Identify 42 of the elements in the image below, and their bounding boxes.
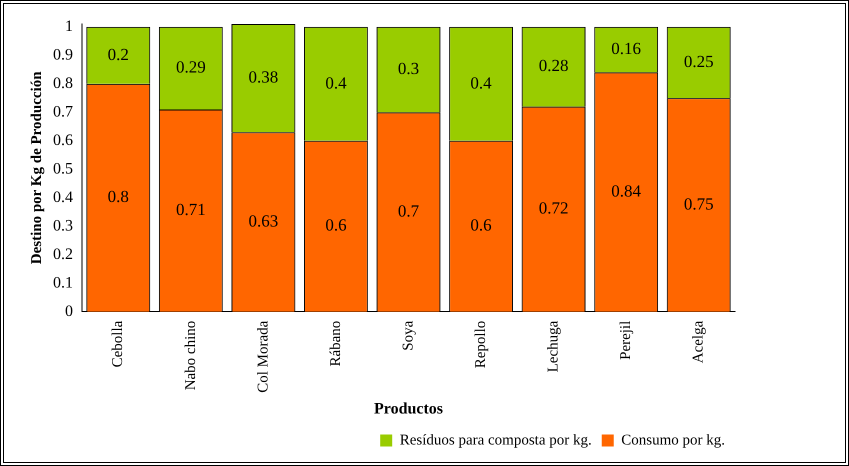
x-tick-label: Rábano xyxy=(328,320,344,367)
x-tick-label: Col Morada xyxy=(255,320,272,393)
y-tick-label: 0.3 xyxy=(53,217,73,234)
data-label: 0.2 xyxy=(108,44,129,64)
legend-label: Resíduos para composta por kg. xyxy=(400,432,592,448)
data-label: 0.71 xyxy=(176,200,206,220)
y-tick-label: 0.5 xyxy=(53,160,73,178)
y-tick-label: 0.2 xyxy=(53,246,73,263)
y-tick-label: 0.8 xyxy=(53,75,73,92)
data-label: 0.16 xyxy=(611,39,642,58)
legend-label: Consumo por kg. xyxy=(621,432,726,448)
y-tick-label: 0.9 xyxy=(53,46,73,64)
data-label: 0.4 xyxy=(470,73,492,92)
y-tick-label: 0.4 xyxy=(53,188,73,206)
x-axis-title: Productos xyxy=(374,400,444,418)
x-tick-label: Perejil xyxy=(618,320,634,360)
y-tick-label: 0.1 xyxy=(53,274,73,292)
x-tick-label: Cebolla xyxy=(110,320,126,368)
data-label: 0.29 xyxy=(176,58,206,77)
data-label: 0.4 xyxy=(325,73,348,92)
y-tick-label: 0 xyxy=(65,302,73,320)
x-tick-label: Lechuga xyxy=(546,320,562,372)
data-label: 0.38 xyxy=(248,68,278,87)
x-tick-label: Nabo chino xyxy=(182,320,199,390)
y-tick-label: 1 xyxy=(65,18,73,36)
y-axis-title: Destino por Kg de Producción xyxy=(28,70,45,264)
x-tick-label: Soya xyxy=(400,320,416,351)
data-label: 0.28 xyxy=(538,56,568,76)
data-label: 0.84 xyxy=(611,182,642,201)
data-label: 0.6 xyxy=(325,216,347,235)
y-tick-label: 0.7 xyxy=(53,104,73,121)
data-label: 0.6 xyxy=(470,216,492,235)
data-label: 0.7 xyxy=(398,201,420,220)
data-label: 0.75 xyxy=(684,194,714,214)
data-label: 0.8 xyxy=(108,187,129,206)
y-tick-label: 0.6 xyxy=(53,132,73,150)
data-label: 0.72 xyxy=(538,198,568,218)
data-label: 0.63 xyxy=(248,211,278,230)
x-tick-label: Acelga xyxy=(690,320,707,364)
data-label: 0.25 xyxy=(684,52,714,71)
x-tick-label: Repollo xyxy=(472,320,489,368)
data-label: 0.3 xyxy=(398,59,420,78)
